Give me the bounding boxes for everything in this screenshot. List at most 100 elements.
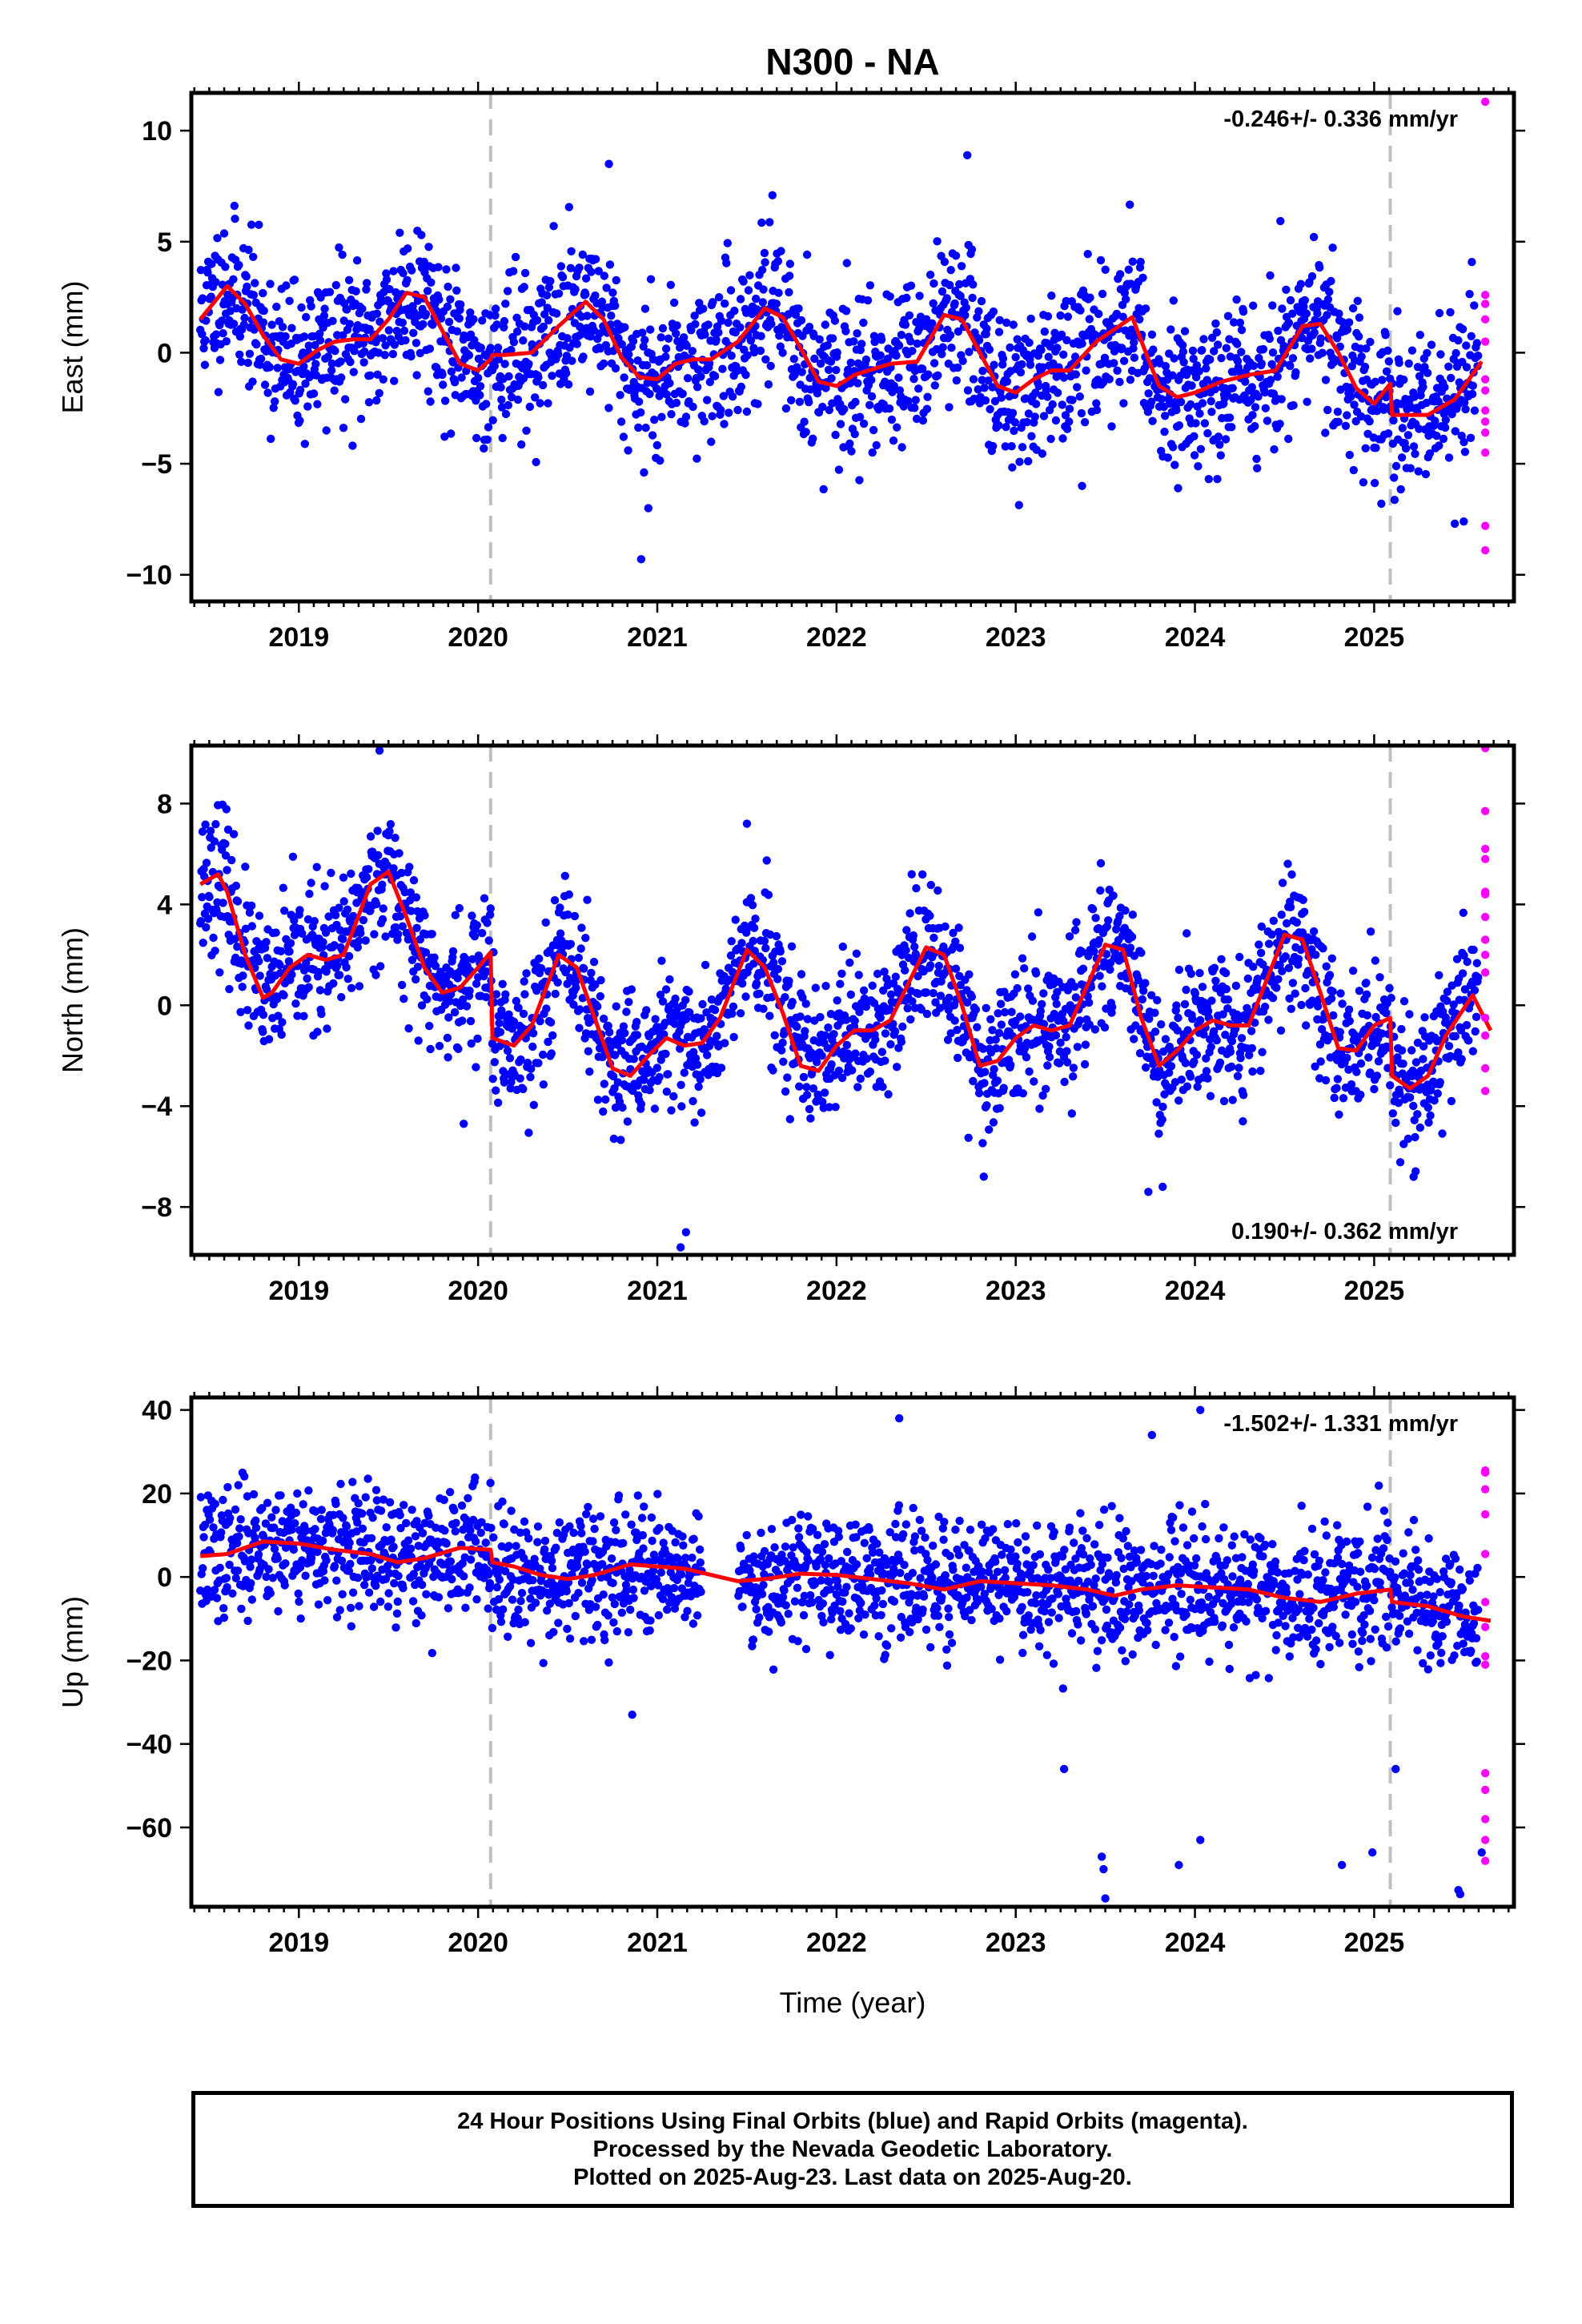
final-point bbox=[793, 1023, 801, 1031]
final-point bbox=[202, 316, 211, 325]
final-point bbox=[1292, 918, 1302, 927]
final-point bbox=[981, 1068, 990, 1076]
final-point bbox=[379, 375, 387, 384]
final-point bbox=[694, 365, 703, 374]
final-point bbox=[1048, 400, 1057, 409]
final-point bbox=[836, 420, 845, 428]
final-point bbox=[1395, 358, 1403, 368]
final-point bbox=[247, 901, 256, 911]
final-point bbox=[1078, 339, 1086, 348]
final-point bbox=[1284, 963, 1294, 973]
final-point bbox=[247, 220, 256, 229]
final-point bbox=[818, 402, 827, 412]
final-point bbox=[1186, 1072, 1195, 1081]
final-point bbox=[519, 1084, 528, 1094]
final-point bbox=[587, 968, 596, 978]
final-point bbox=[1349, 465, 1359, 475]
final-point bbox=[825, 405, 834, 415]
final-point bbox=[946, 1029, 955, 1038]
final-point bbox=[309, 332, 318, 341]
final-point bbox=[795, 397, 805, 406]
final-point bbox=[335, 243, 343, 252]
final-point bbox=[1078, 947, 1086, 956]
final-point bbox=[802, 1083, 811, 1092]
final-point bbox=[300, 440, 309, 448]
final-point bbox=[1078, 964, 1088, 973]
final-point bbox=[444, 282, 452, 292]
final-point bbox=[243, 358, 252, 368]
final-point bbox=[346, 357, 355, 367]
final-point bbox=[636, 408, 645, 417]
final-point bbox=[1059, 373, 1069, 382]
final-point bbox=[1090, 1025, 1100, 1034]
final-point bbox=[593, 1002, 602, 1011]
final-point bbox=[1173, 1026, 1182, 1035]
final-point bbox=[757, 969, 767, 979]
final-point bbox=[1150, 1008, 1159, 1017]
final-point bbox=[1460, 951, 1468, 960]
final-point bbox=[397, 980, 407, 990]
final-point bbox=[688, 347, 697, 356]
final-point bbox=[1260, 1003, 1270, 1011]
final-point bbox=[693, 454, 701, 463]
final-point bbox=[293, 1011, 302, 1020]
final-point bbox=[941, 922, 950, 931]
x-tick-label: 2023 bbox=[986, 1276, 1046, 1306]
final-point bbox=[1166, 1062, 1176, 1071]
final-point bbox=[954, 923, 963, 932]
final-point bbox=[302, 959, 311, 968]
final-point bbox=[736, 323, 745, 332]
final-point bbox=[416, 348, 424, 358]
final-point bbox=[1390, 473, 1399, 482]
final-point bbox=[1217, 354, 1226, 363]
final-point bbox=[398, 922, 407, 931]
final-point bbox=[697, 372, 705, 381]
final-point bbox=[698, 999, 707, 1009]
final-point bbox=[717, 316, 726, 325]
final-point bbox=[279, 883, 287, 892]
final-point bbox=[759, 1004, 768, 1013]
final-point bbox=[1423, 368, 1432, 377]
final-point bbox=[304, 341, 313, 350]
final-point bbox=[551, 989, 560, 999]
final-point bbox=[1268, 348, 1278, 357]
final-point bbox=[1157, 1020, 1166, 1029]
final-point bbox=[277, 1030, 286, 1039]
final-point bbox=[665, 975, 674, 984]
final-point bbox=[524, 1128, 533, 1137]
final-point bbox=[974, 336, 984, 344]
final-point bbox=[764, 891, 773, 899]
final-point bbox=[1135, 315, 1144, 324]
final-point bbox=[926, 880, 936, 890]
final-point bbox=[781, 1087, 790, 1096]
final-point bbox=[535, 954, 544, 963]
final-point bbox=[1154, 1129, 1163, 1138]
y-tick-label: −8 bbox=[141, 1192, 172, 1223]
final-point bbox=[423, 995, 432, 1004]
final-point bbox=[1414, 467, 1423, 476]
final-point bbox=[262, 938, 271, 947]
final-point bbox=[1256, 948, 1266, 958]
final-point bbox=[407, 352, 416, 361]
final-point bbox=[504, 400, 512, 410]
final-point bbox=[1371, 377, 1380, 386]
final-point bbox=[519, 336, 528, 345]
final-point bbox=[378, 915, 387, 924]
final-point bbox=[1223, 995, 1233, 1004]
final-point bbox=[492, 304, 500, 313]
final-point bbox=[1035, 1104, 1044, 1113]
final-point bbox=[930, 359, 939, 368]
final-point bbox=[1195, 367, 1204, 376]
final-point bbox=[207, 259, 216, 268]
final-point bbox=[470, 932, 480, 941]
final-point bbox=[841, 1015, 851, 1024]
final-point bbox=[331, 347, 339, 356]
final-point bbox=[1343, 411, 1351, 420]
final-point bbox=[556, 929, 565, 938]
final-point bbox=[406, 888, 415, 897]
final-point bbox=[1233, 340, 1242, 348]
y-axis-label: East (mm) bbox=[56, 281, 89, 414]
final-point bbox=[205, 1515, 215, 1524]
final-point bbox=[1071, 370, 1081, 379]
final-point bbox=[520, 268, 530, 278]
